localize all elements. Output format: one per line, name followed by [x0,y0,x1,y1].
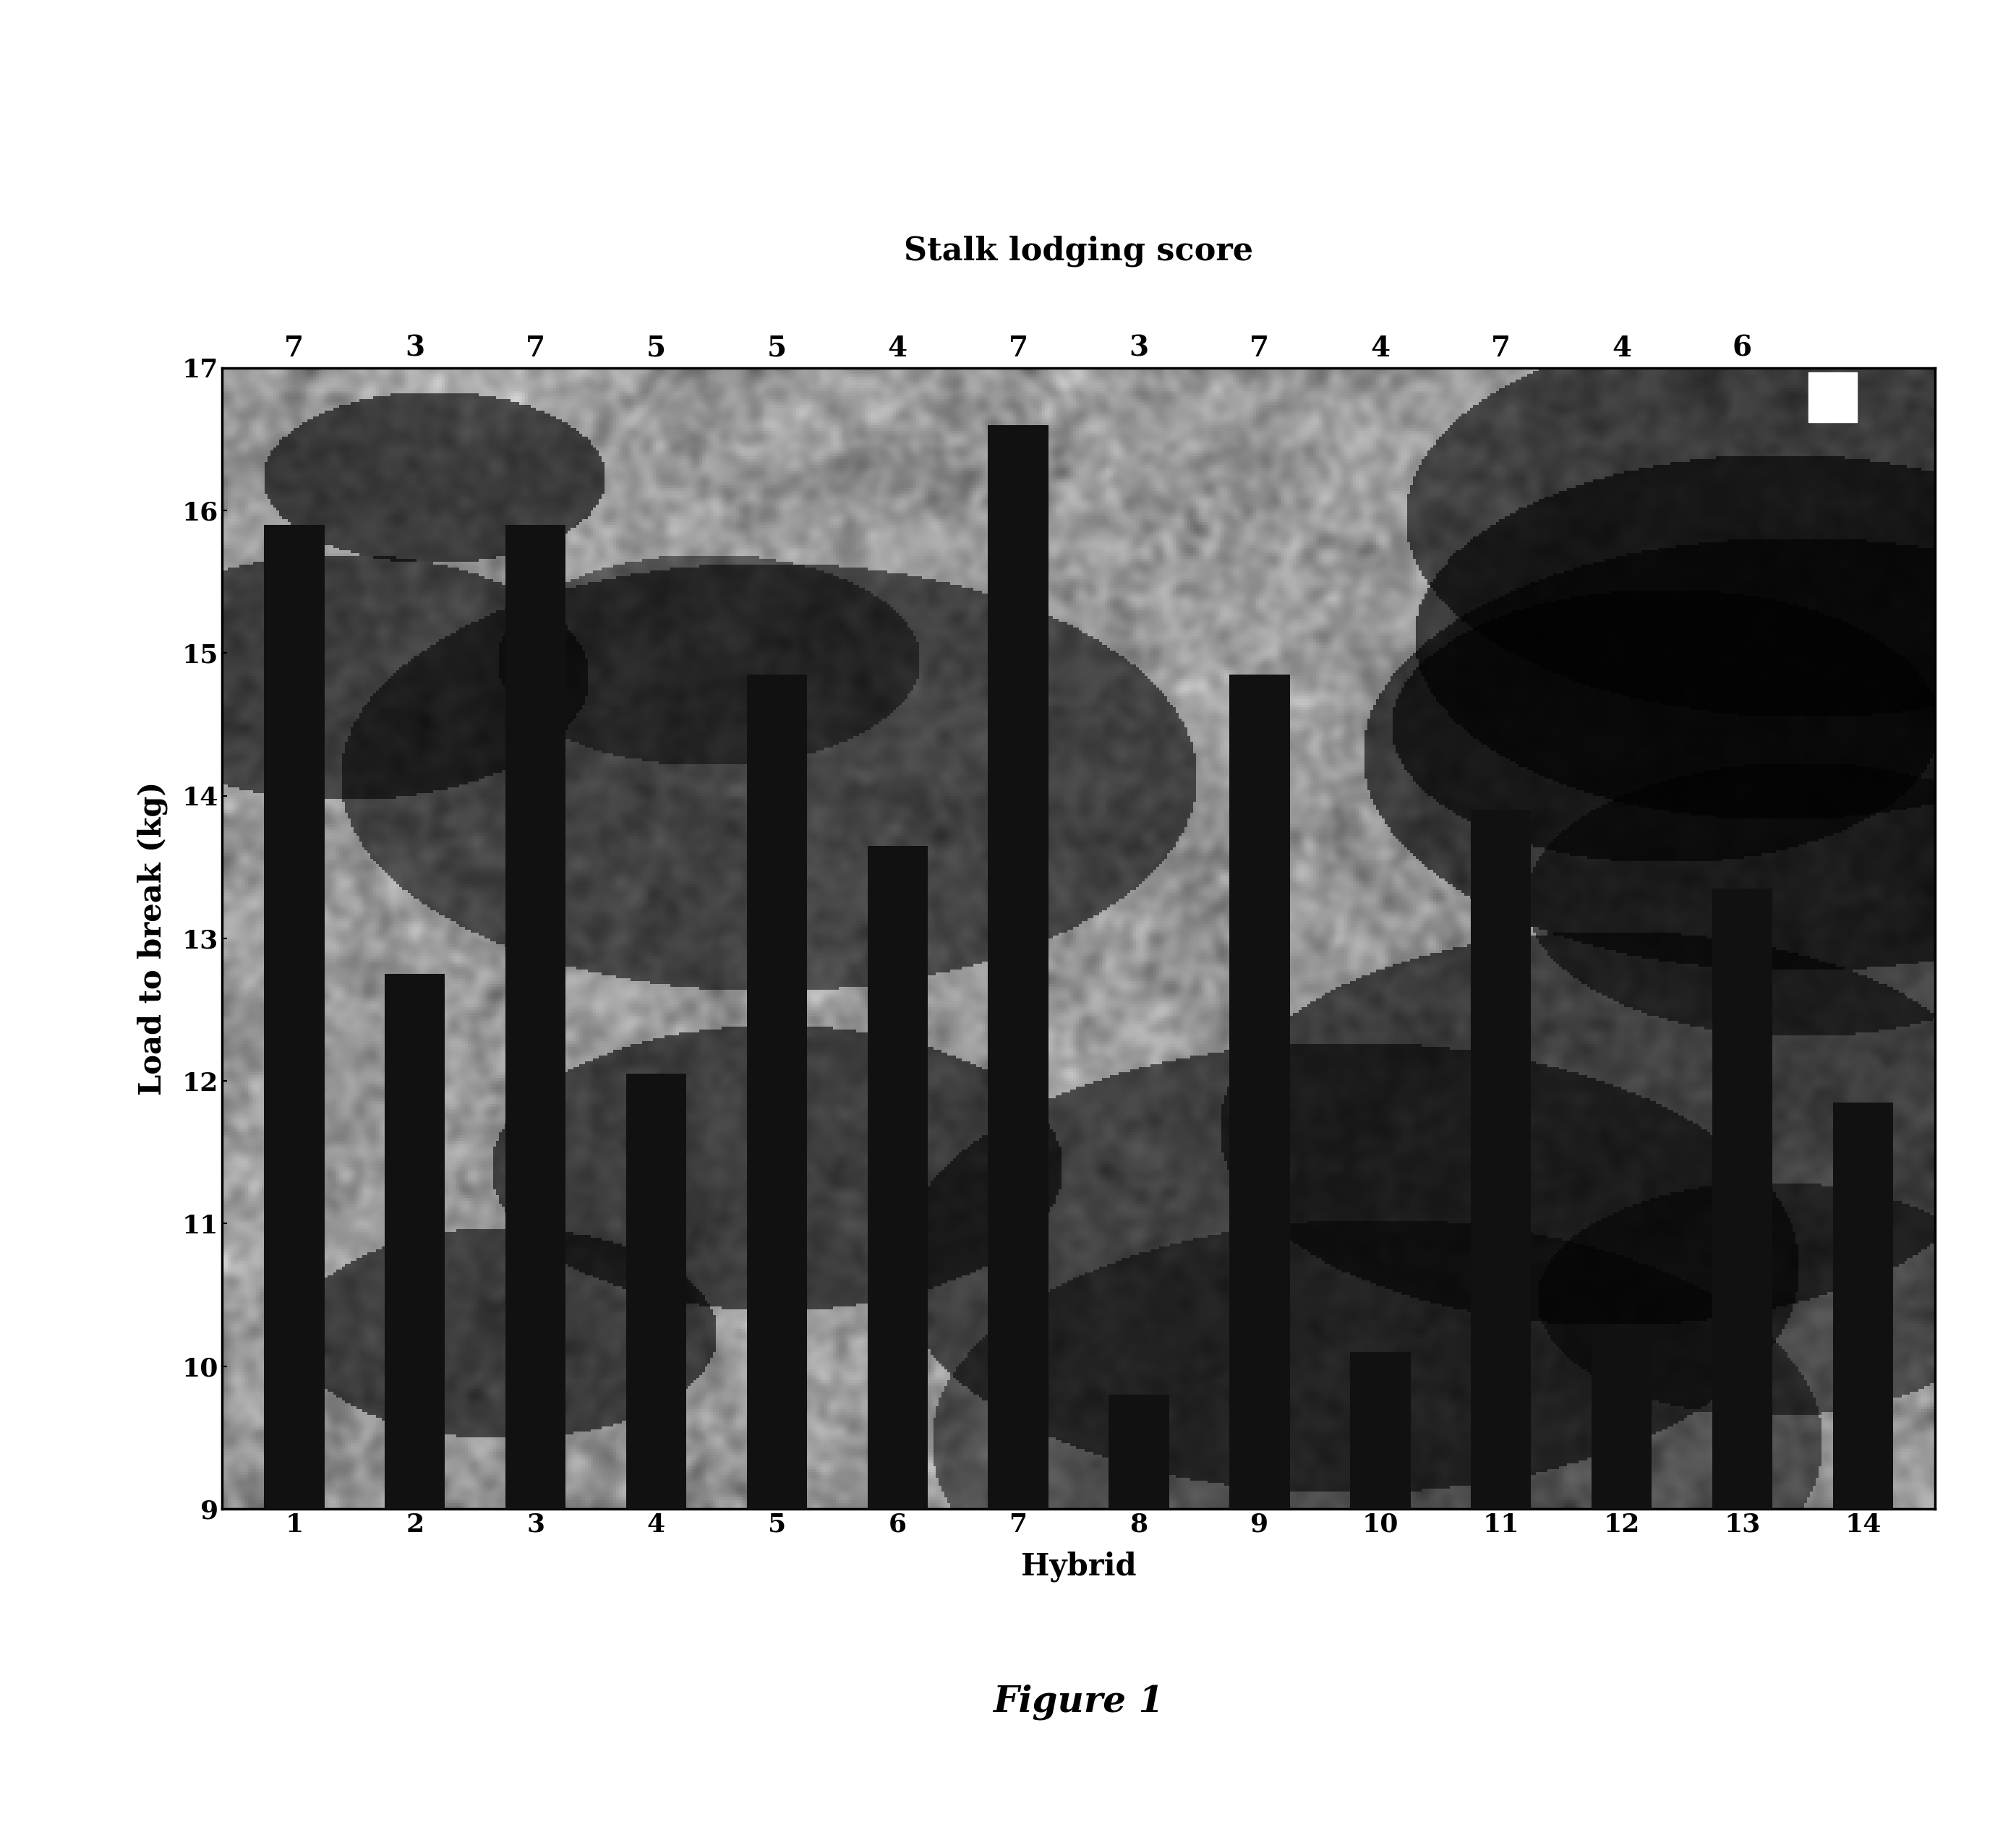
Bar [1109,1395,1169,1509]
Bar [1808,372,1857,421]
Bar [385,973,446,1509]
Text: Stalk lodging score: Stalk lodging score [903,236,1254,267]
Bar [1712,889,1772,1509]
Bar [988,425,1048,1509]
Bar [867,846,927,1509]
X-axis label: Hybrid: Hybrid [1020,1551,1137,1582]
Bar [746,675,806,1509]
Bar [627,1075,685,1509]
Bar [1230,675,1290,1509]
Bar [506,524,566,1509]
Bar [1351,1352,1411,1509]
Text: Figure 1: Figure 1 [994,1684,1163,1720]
Bar [1472,810,1530,1509]
Y-axis label: Load to break (kg): Load to break (kg) [137,782,167,1095]
Bar [264,524,325,1509]
Bar [1833,1102,1893,1509]
Bar [1591,1330,1651,1509]
